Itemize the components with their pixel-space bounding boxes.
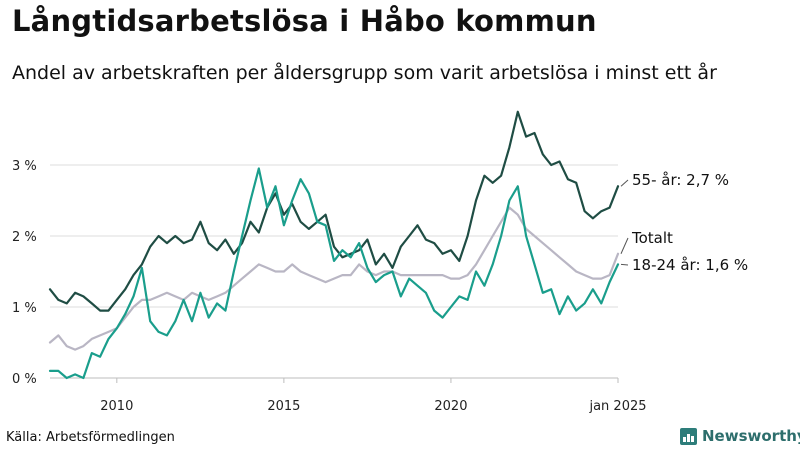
label-leader-line (620, 237, 629, 254)
series-label: 18-24 år: 1,6 % (632, 256, 748, 274)
y-tick-label: 2 % (12, 230, 37, 245)
series-line-2 (48, 167, 620, 380)
series-line-1 (48, 110, 620, 312)
x-tick-label: 2010 (100, 399, 133, 414)
source-note: Källa: Arbetsförmedlingen (6, 430, 175, 445)
bar-chart-icon (680, 427, 697, 445)
series-label: Totalt (631, 229, 673, 247)
x-tick-label: 2015 (267, 399, 300, 414)
y-tick-label: 0 % (12, 372, 37, 387)
newsworthy-logo: Newsworthy (680, 427, 800, 445)
grid-lines (50, 164, 618, 379)
series-line-0 (48, 206, 620, 351)
series-lines (48, 110, 620, 380)
x-axis-ticks: 2010 2015 2020 jan 2025 (100, 378, 647, 414)
series-labels: Totalt 55- år: 2,7 % 18-24 år: 1,6 % (620, 171, 748, 274)
series-label: 55- år: 2,7 % (632, 171, 729, 189)
y-tick-label: 3 % (12, 159, 37, 174)
y-axis-ticks: 0 % 1 % 2 % 3 % (12, 159, 37, 387)
label-leader-line (620, 263, 629, 266)
logo-text: Newsworthy (702, 427, 800, 445)
chart-subtitle: Andel av arbetskraften per åldersgrupp s… (12, 62, 717, 84)
label-leader-line (620, 179, 629, 187)
chart-title: Långtidsarbetslösa i Håbo kommun (12, 4, 597, 38)
y-tick-label: 1 % (12, 301, 37, 316)
x-tick-label: 2020 (434, 399, 467, 414)
x-tick-label: jan 2025 (588, 399, 646, 414)
